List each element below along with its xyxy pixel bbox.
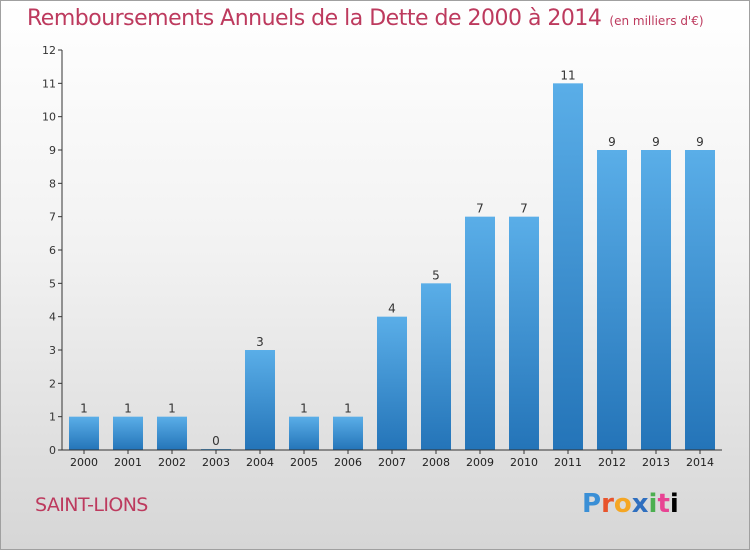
chart-title: Remboursements Annuels de la Dette de 20…: [27, 6, 704, 31]
data-label: 9: [608, 135, 616, 149]
y-tick-label: 5: [49, 277, 56, 290]
x-tick-label: 2006: [334, 456, 362, 469]
logo-letter: o: [613, 489, 632, 519]
x-tick-label: 2009: [466, 456, 494, 469]
data-label: 1: [80, 402, 88, 416]
y-tick-label: 7: [49, 211, 56, 224]
data-label: 7: [476, 202, 484, 216]
data-label: 1: [168, 402, 176, 416]
chart-title-text: Remboursements Annuels de la Dette de 20…: [27, 6, 602, 31]
y-tick-label: 1: [49, 411, 56, 424]
y-tick-label: 11: [42, 77, 56, 90]
data-label: 4: [388, 302, 396, 316]
x-tick-label: 2012: [598, 456, 626, 469]
x-tick-label: 2010: [510, 456, 538, 469]
logo-letter: t: [657, 489, 670, 519]
axes-group: 0123456789101112200012001120021200302004…: [42, 44, 722, 469]
logo-letter: r: [601, 489, 614, 519]
y-tick-label: 6: [49, 244, 56, 257]
data-label: 9: [696, 135, 704, 149]
commune-name: SAINT-LIONS: [35, 494, 148, 516]
x-tick-label: 2002: [158, 456, 186, 469]
x-tick-label: 2001: [114, 456, 142, 469]
x-tick-label: 2011: [554, 456, 582, 469]
data-label: 1: [124, 402, 132, 416]
bar: [157, 416, 187, 450]
data-label: 0: [212, 434, 220, 448]
bar: [509, 216, 539, 450]
y-tick-label: 9: [49, 144, 56, 157]
data-label: 7: [520, 202, 528, 216]
y-tick-label: 4: [49, 311, 56, 324]
x-tick-label: 2005: [290, 456, 318, 469]
y-tick-label: 12: [42, 44, 56, 57]
x-tick-label: 2007: [378, 456, 406, 469]
y-tick-label: 2: [49, 377, 56, 390]
logo-letter: P: [582, 489, 602, 519]
data-label: 9: [652, 135, 660, 149]
y-tick-label: 10: [42, 111, 56, 124]
data-label: 3: [256, 335, 264, 349]
data-label: 11: [560, 68, 575, 82]
logo-letter: i: [648, 489, 658, 519]
x-tick-label: 2013: [642, 456, 670, 469]
chart-subtitle: (en milliers d'€): [609, 14, 704, 28]
bar: [377, 316, 407, 450]
logo-letter: i: [669, 489, 679, 519]
data-label: 1: [300, 402, 308, 416]
bar: [465, 216, 495, 450]
y-tick-label: 3: [49, 344, 56, 357]
bar: [553, 83, 583, 450]
x-tick-label: 2014: [686, 456, 714, 469]
y-tick-label: 8: [49, 177, 56, 190]
x-tick-label: 2004: [246, 456, 274, 469]
logo-letter: x: [631, 489, 649, 519]
proxiti-logo: Proxiti: [582, 489, 679, 519]
y-tick-label: 0: [49, 444, 56, 457]
x-tick-label: 2003: [202, 456, 230, 469]
bar: [333, 416, 363, 450]
x-tick-label: 2008: [422, 456, 450, 469]
data-label: 5: [432, 268, 440, 282]
bar: [685, 150, 715, 450]
bar: [245, 350, 275, 450]
bar: [69, 416, 99, 450]
data-label: 1: [344, 402, 352, 416]
bars-group: [69, 83, 715, 450]
bar: [597, 150, 627, 450]
bar: [113, 416, 143, 450]
x-tick-label: 2000: [70, 456, 98, 469]
bar: [289, 416, 319, 450]
bar: [421, 283, 451, 450]
bar: [641, 150, 671, 450]
